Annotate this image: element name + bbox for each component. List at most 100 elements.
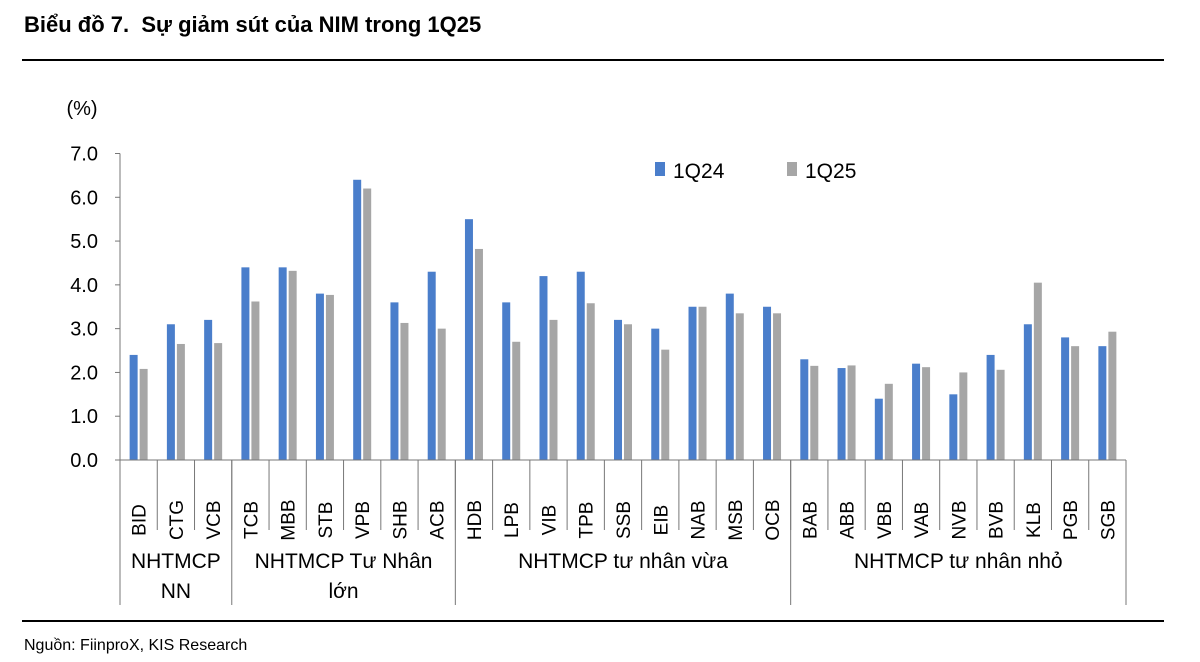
bar-1Q24-BID — [129, 354, 138, 460]
bar-1Q25-ABB — [847, 365, 856, 460]
legend-swatch-1Q25 — [787, 162, 797, 176]
category-label-BVB: BVB — [987, 501, 1008, 539]
category-label-ABB: ABB — [838, 501, 859, 539]
category-label-BAB: BAB — [800, 501, 821, 539]
bar-1Q25-CTG — [176, 343, 185, 460]
y-tick-label: 3.0 — [70, 319, 98, 341]
bar-1Q24-BVB — [986, 354, 995, 460]
bar-1Q25-HDB — [474, 248, 483, 460]
y-tick-label: 5.0 — [70, 231, 98, 253]
bar-1Q24-ABB — [837, 368, 846, 460]
bar-1Q24-VPB — [353, 179, 362, 460]
y-axis-unit-label: (%) — [66, 98, 97, 120]
bar-1Q24-VIB — [539, 276, 548, 460]
legend-label-1Q24: 1Q24 — [673, 160, 725, 183]
category-label-VAB: VAB — [912, 502, 933, 539]
bar-1Q25-VBB — [884, 383, 893, 460]
bar-1Q24-TPB — [576, 271, 585, 460]
bar-1Q24-STB — [315, 293, 324, 460]
category-label-VPB: VPB — [353, 501, 374, 539]
bar-1Q24-VAB — [912, 363, 921, 460]
category-label-CTG: CTG — [167, 500, 188, 540]
bar-1Q24-VBB — [874, 398, 883, 460]
bar-1Q24-SHB — [390, 302, 399, 460]
bar-1Q24-ACB — [427, 271, 436, 460]
bar-1Q25-EIB — [661, 349, 670, 460]
group-label: NHTMCP tư nhân vừa — [518, 550, 728, 573]
bar-1Q25-SHB — [400, 322, 409, 460]
bar-1Q25-ACB — [437, 328, 446, 460]
category-label-EIB: EIB — [651, 505, 672, 536]
bar-1Q25-SGB — [1108, 331, 1117, 460]
bar-1Q24-PGB — [1061, 337, 1070, 460]
bar-1Q24-VCB — [204, 319, 213, 460]
category-label-NAB: NAB — [689, 500, 710, 539]
bar-1Q25-BID — [139, 368, 148, 460]
bar-1Q24-BAB — [800, 359, 809, 460]
bottom-divider — [22, 620, 1164, 622]
y-tick-label: 4.0 — [70, 275, 98, 297]
bar-1Q25-NAB — [698, 306, 707, 460]
category-label-HDB: HDB — [465, 500, 486, 540]
bar-1Q25-LPB — [512, 341, 521, 460]
bar-1Q24-KLB — [1023, 324, 1032, 460]
category-label-BID: BID — [130, 504, 151, 536]
bar-1Q24-MBB — [278, 267, 287, 460]
y-tick-label: 7.0 — [70, 144, 98, 166]
bar-1Q25-SSB — [624, 324, 632, 460]
bar-1Q25-KLB — [1033, 282, 1042, 460]
category-label-VCB: VCB — [204, 500, 225, 539]
legend-label-1Q25: 1Q25 — [805, 160, 856, 183]
bar-1Q24-MSB — [725, 293, 734, 460]
bar-1Q25-BAB — [810, 365, 819, 460]
bar-1Q24-CTG — [166, 324, 175, 460]
bar-1Q25-MSB — [735, 313, 744, 460]
legend-swatch-1Q24 — [655, 162, 665, 176]
category-label-KLB: KLB — [1024, 502, 1045, 538]
category-label-MBB: MBB — [279, 499, 300, 540]
bar-1Q25-VIB — [549, 319, 558, 460]
group-label: NHTMCP — [131, 550, 221, 573]
bar-1Q25-VCB — [214, 343, 223, 460]
y-tick-label: 6.0 — [70, 187, 98, 209]
bar-1Q25-OCB — [773, 313, 782, 460]
bar-1Q24-NVB — [949, 394, 958, 460]
category-label-SHB: SHB — [390, 500, 411, 539]
source-note: Nguồn: FiinproX, KIS Research — [24, 637, 248, 654]
group-label: NHTMCP tư nhân nhỏ — [854, 550, 1063, 573]
bar-1Q25-VAB — [922, 367, 931, 460]
category-label-VIB: VIB — [539, 505, 560, 536]
chart-title: Biểu đồ 7. Sự giảm sút của NIM trong 1Q2… — [24, 12, 482, 37]
category-label-TPB: TPB — [577, 502, 598, 539]
bar-1Q24-HDB — [464, 219, 473, 460]
bar-1Q25-TCB — [251, 301, 260, 460]
category-label-OCB: OCB — [763, 499, 784, 540]
bar-1Q25-TPB — [586, 303, 595, 460]
bar-1Q25-STB — [325, 294, 334, 460]
bar-1Q25-VPB — [363, 188, 372, 460]
category-label-MSB: MSB — [726, 499, 747, 540]
category-label-PGB: PGB — [1061, 500, 1082, 540]
group-label: NN — [161, 580, 191, 603]
category-label-SSB: SSB — [614, 501, 635, 539]
category-label-NVB: NVB — [949, 500, 970, 539]
bar-1Q24-NAB — [688, 306, 697, 460]
category-label-ACB: ACB — [428, 500, 449, 539]
group-label: lớn — [328, 580, 358, 603]
top-divider — [22, 59, 1164, 61]
bar-1Q25-BVB — [996, 369, 1005, 460]
bar-1Q25-MBB — [288, 270, 297, 460]
y-tick-label: 1.0 — [70, 406, 98, 428]
bar-1Q24-SGB — [1098, 346, 1107, 460]
y-tick-label: 0.0 — [70, 450, 98, 472]
bar-1Q24-SSB — [614, 319, 622, 460]
bar-1Q24-LPB — [502, 302, 511, 460]
category-label-TCB: TCB — [241, 501, 262, 539]
bar-1Q25-PGB — [1071, 346, 1080, 460]
category-label-LPB: LPB — [502, 502, 523, 538]
bar-1Q25-NVB — [959, 372, 968, 460]
category-label-VBB: VBB — [875, 501, 896, 539]
bar-1Q24-TCB — [241, 267, 250, 460]
bar-1Q24-EIB — [651, 328, 660, 460]
